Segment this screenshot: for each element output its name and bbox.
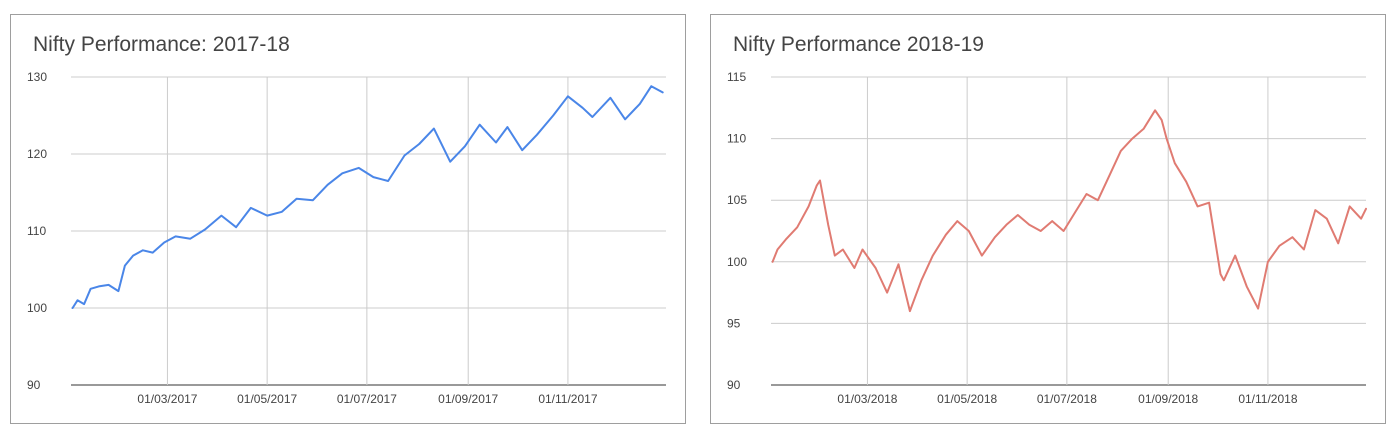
chart-panel-2018-19: Nifty Performance 2018-19 90 95 100 105 110 1… <box>710 14 1386 424</box>
y-tick-label: 130 <box>27 70 47 84</box>
series-line <box>771 109 1367 313</box>
chart-title: Nifty Performance: 2017-18 <box>33 33 290 56</box>
line-chart-svg: 90 95 100 105 110 115 01/03/2018 01/05/2018 01/0… <box>727 70 1367 406</box>
series-line <box>71 85 664 309</box>
x-tick-label: 01/11/2017 <box>538 392 597 406</box>
chart-title: Nifty Performance 2018-19 <box>733 33 984 56</box>
y-tick-label: 90 <box>727 378 741 392</box>
y-tick-label: 105 <box>727 193 747 207</box>
y-tick-label: 100 <box>727 255 747 269</box>
x-tick-label: 01/05/2018 <box>937 392 997 406</box>
y-tick-label: 95 <box>727 316 741 330</box>
y-tick-label: 110 <box>27 224 46 238</box>
x-tick-label: 01/05/2017 <box>237 392 297 406</box>
y-tick-label: 90 <box>27 378 41 392</box>
chart-panel-2017-18: Nifty Performance: 2017-18 90 100 110 120 13… <box>10 14 686 424</box>
y-tick-label: 115 <box>727 70 746 84</box>
x-tick-label: 01/09/2018 <box>1138 392 1198 406</box>
y-tick-label: 120 <box>27 147 47 161</box>
x-tick-label: 01/11/2018 <box>1238 392 1297 406</box>
line-chart-svg: 90 100 110 120 130 01/03/2017 01/05/2017 01/07/… <box>27 70 666 406</box>
x-tick-label: 01/07/2017 <box>337 392 397 406</box>
x-tick-label: 01/07/2018 <box>1037 392 1097 406</box>
x-tick-label: 01/03/2018 <box>837 392 897 406</box>
x-tick-label: 01/09/2017 <box>438 392 498 406</box>
y-tick-label: 100 <box>27 301 47 315</box>
y-tick-label: 110 <box>727 132 746 146</box>
x-tick-label: 01/03/2017 <box>137 392 197 406</box>
